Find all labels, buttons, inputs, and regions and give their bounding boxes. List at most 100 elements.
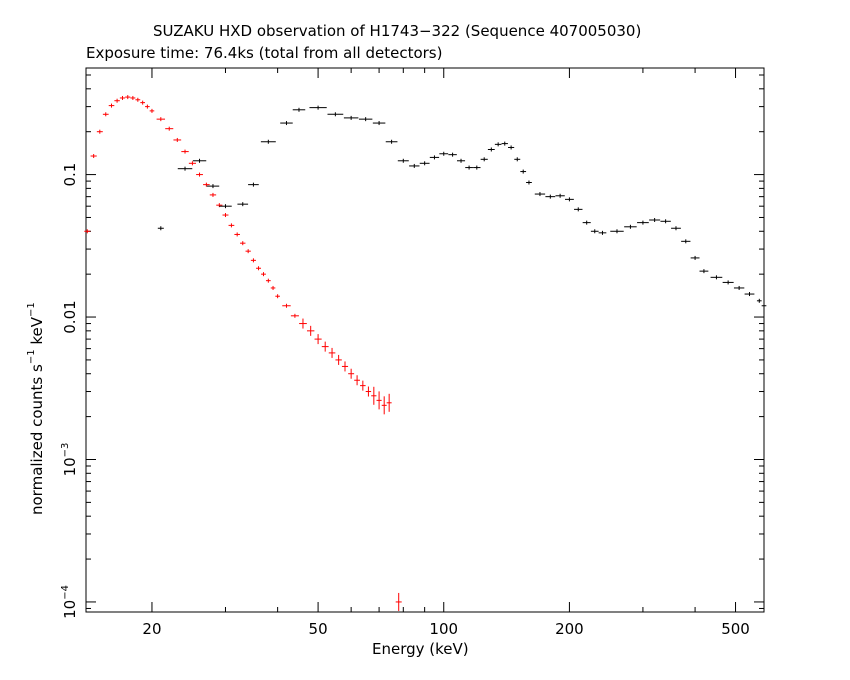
data-point	[327, 112, 344, 117]
y-tick-label: 10−4	[60, 585, 79, 619]
data-point	[321, 341, 329, 352]
data-point	[358, 117, 373, 122]
data-point	[206, 184, 220, 189]
data-point	[534, 192, 546, 197]
data-point	[514, 157, 521, 162]
data-point	[582, 220, 591, 225]
data-point	[545, 194, 556, 199]
data-point	[119, 95, 126, 100]
y-axis-label-exp2: −1	[26, 302, 37, 317]
data-point	[125, 95, 131, 100]
data-point	[395, 592, 402, 611]
data-point	[140, 100, 146, 105]
data-point	[744, 292, 755, 297]
data-point	[135, 97, 141, 102]
data-point	[733, 285, 745, 290]
data-point	[299, 318, 307, 329]
data-point	[290, 313, 299, 318]
data-point	[690, 255, 700, 260]
data-point	[114, 98, 120, 103]
data-point	[275, 294, 280, 299]
data-point	[574, 207, 583, 212]
data-point	[282, 303, 291, 308]
data-point	[681, 239, 691, 244]
data-point	[188, 161, 196, 166]
data-point	[306, 325, 315, 336]
data-point	[376, 391, 382, 410]
data-point	[397, 158, 409, 163]
data-point	[381, 396, 387, 415]
data-point	[610, 229, 624, 234]
data-point	[372, 121, 386, 126]
data-point	[108, 103, 115, 108]
data-point	[480, 157, 488, 162]
data-point	[429, 155, 440, 160]
y-tick-label-text: 0.1	[61, 163, 79, 187]
data-point	[555, 193, 565, 198]
x-tick-label: 100	[429, 620, 458, 638]
y-axis-label-unit: keV	[28, 316, 46, 345]
data-point	[90, 154, 97, 159]
data-point	[309, 105, 327, 110]
data-point	[637, 220, 649, 225]
data-point	[256, 266, 262, 271]
data-point	[203, 182, 210, 187]
data-point	[265, 278, 271, 283]
data-point	[280, 121, 293, 126]
x-tick-label: 200	[555, 620, 584, 638]
data-point	[192, 158, 207, 163]
data-point	[419, 161, 430, 166]
x-tick-label: 50	[309, 620, 328, 638]
data-point	[181, 149, 189, 154]
data-point	[248, 182, 259, 187]
data-point	[756, 298, 762, 303]
chart-subtitle: Exposure time: 76.4ks (total from all de…	[86, 44, 443, 62]
data-point	[145, 104, 150, 109]
data-point	[335, 354, 342, 365]
data-point	[761, 303, 767, 308]
data-point	[386, 393, 392, 412]
data-point	[660, 219, 671, 224]
x-tick-label: 20	[142, 620, 161, 638]
data-point	[222, 213, 229, 218]
data-point	[494, 142, 502, 147]
data-point	[526, 180, 532, 185]
data-point	[360, 380, 366, 391]
data-point	[624, 224, 637, 229]
x-axis-label: Energy (keV)	[372, 640, 469, 658]
data-point	[699, 269, 709, 274]
data-point	[245, 249, 251, 254]
data-point	[96, 129, 103, 134]
data-point	[439, 151, 449, 156]
data-point	[173, 137, 182, 142]
data-point	[270, 285, 276, 290]
data-point	[371, 386, 377, 405]
y-tick-label: 0.01	[61, 300, 79, 333]
data-series-layer	[84, 95, 767, 611]
data-point	[649, 217, 661, 222]
data-point	[598, 230, 607, 235]
data-point	[84, 229, 91, 234]
data-point	[219, 204, 232, 209]
data-point	[564, 197, 574, 202]
y-tick-label: 10−3	[60, 443, 79, 477]
y-tick-label-text: 0.01	[61, 300, 79, 333]
data-point	[260, 139, 276, 144]
y-tick-label-text: 10−3	[60, 443, 79, 477]
data-point	[465, 165, 473, 170]
series-1	[157, 105, 767, 308]
data-point	[354, 375, 360, 386]
data-point	[165, 126, 174, 131]
data-point	[228, 223, 235, 228]
data-point	[292, 107, 306, 112]
data-point	[102, 112, 109, 117]
y-axis-label-base: normalized counts s	[28, 364, 46, 515]
data-point	[314, 334, 322, 345]
x-tick-label: 500	[721, 620, 750, 638]
data-point	[722, 280, 734, 285]
data-point	[343, 115, 359, 120]
data-point	[234, 232, 240, 237]
data-point	[209, 192, 217, 197]
data-point	[348, 368, 355, 379]
